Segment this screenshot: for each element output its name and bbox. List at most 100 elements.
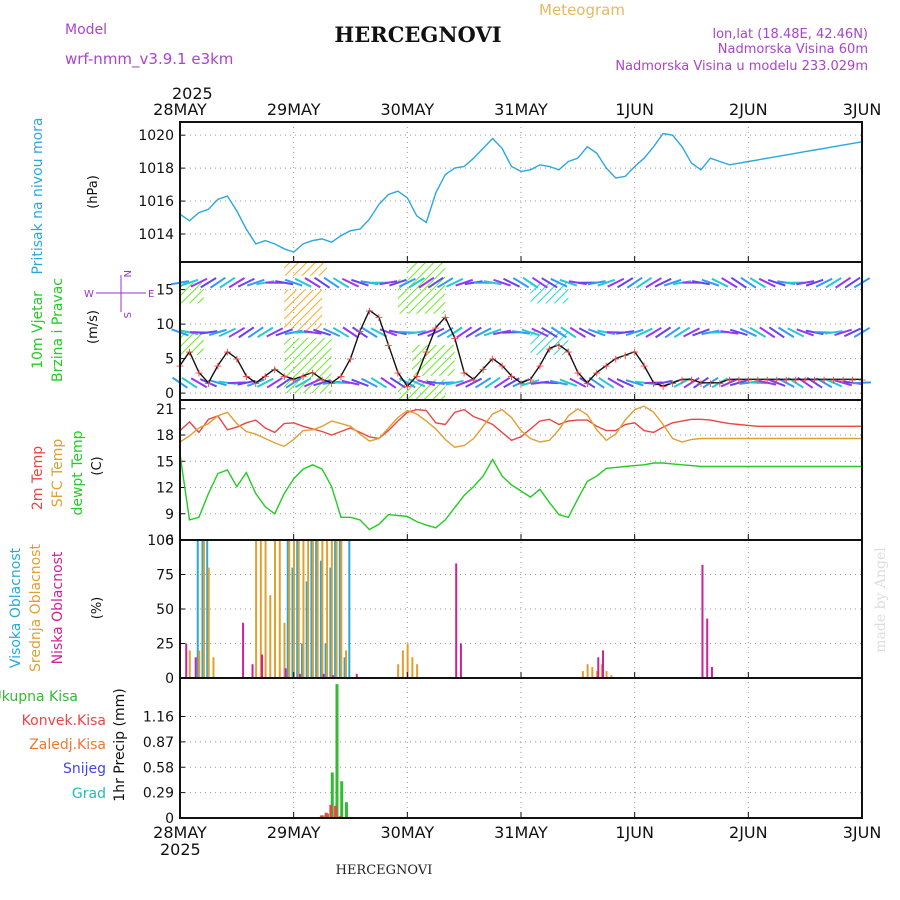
wind-speed-marker: + (687, 373, 696, 386)
wind-barb (541, 326, 558, 338)
wind-barb (275, 328, 293, 337)
precip-bar-konvek (329, 804, 333, 818)
wind-ylabel-bottom: Brzina i Pravac (50, 278, 66, 382)
wind-barb (370, 377, 388, 389)
wind-barb (180, 278, 199, 287)
wind-barb (380, 376, 397, 389)
wind-hatch-zone (284, 262, 327, 276)
clouds-bar-high_cloud (334, 540, 337, 678)
low-cloud-ylabel: Niska Oblacnost (50, 551, 66, 664)
y-tick-label: 1.16 (143, 710, 174, 726)
wind-barb (711, 277, 729, 288)
y-tick-label: 100 (147, 533, 174, 549)
wind-speed-marker: + (204, 377, 213, 390)
y-tick-label: 1014 (138, 227, 174, 243)
wind-barb (655, 326, 672, 339)
wind-barb (626, 276, 643, 289)
wind-barb (180, 329, 199, 336)
clouds-bar-low_cloud (706, 618, 709, 678)
wind-speed-marker: + (441, 311, 450, 324)
y-tick-label: 21 (156, 402, 174, 418)
dewpt-ylabel: dewpt Temp (70, 430, 86, 515)
clouds-bar-low_cloud (242, 622, 245, 678)
wind-barb (209, 276, 226, 289)
wind-barb (588, 376, 605, 389)
wind-barb (342, 326, 359, 339)
y-tick-label: 0.58 (143, 760, 174, 776)
clouds-bar-high_cloud (296, 540, 299, 678)
precip-bar-ukupna (335, 684, 339, 818)
clouds-bar-mid_cloud (406, 643, 409, 678)
clouds-bar-high_cloud (201, 540, 204, 678)
wind-barb (446, 277, 464, 288)
high-cloud-ylabel: Visoka Oblacnost (8, 547, 24, 668)
wind-barb (456, 326, 473, 339)
precip-bar-konvek (334, 805, 338, 818)
plot-layer: 28MAY 28MAY 29MAY 29MAY 30MAY 30MAY 31MAY 31MAY… (138, 100, 881, 842)
clouds-bar-low_cloud (194, 657, 197, 678)
clouds-bar-mid_cloud (326, 540, 329, 678)
temp2m-ylabel: 2m Temp (30, 446, 46, 510)
wind-speed-marker: + (317, 373, 326, 386)
clouds-bar-low_cloud (355, 673, 358, 678)
wind-barb (237, 277, 255, 288)
compass-w-label: W (84, 289, 94, 300)
clouds-bar-mid_cloud (311, 540, 314, 678)
wind-speed-marker: + (611, 353, 620, 366)
wind-barb (740, 276, 757, 289)
wind-barb (361, 377, 378, 388)
y-tick-label: 1018 (138, 161, 174, 177)
precip-unit: 1hr Precip (mm) (112, 688, 128, 801)
clouds-bar-low_cloud (322, 673, 325, 678)
wind-barb (455, 278, 474, 287)
wind-speed-marker: + (469, 373, 478, 386)
wind-speed-marker: + (545, 342, 554, 355)
legend-grad: Grad (72, 786, 106, 802)
pressure-ylabel: Pritisak na nivou mora (30, 117, 46, 274)
wind-barb (389, 278, 407, 287)
wind-barb (701, 278, 720, 287)
wind-barb (843, 327, 862, 338)
wind-barb (739, 327, 757, 338)
clouds-bar-mid_cloud (283, 622, 286, 678)
wind-speed-marker: + (526, 373, 535, 386)
wind-barb (749, 277, 767, 289)
wind-barb (598, 376, 615, 389)
y-tick-label: 0 (165, 811, 174, 827)
wind-speed-marker: + (801, 373, 810, 386)
wind-barb (767, 378, 786, 387)
clouds-bar-high_cloud (348, 540, 351, 678)
wind-speed-marker: + (280, 370, 289, 383)
clouds-bar-mid_cloud (259, 540, 262, 678)
wind-speed-marker: + (621, 349, 630, 362)
clouds-bar-mid_cloud (610, 675, 613, 678)
wind-barb (730, 276, 747, 289)
wind-speed-marker: + (583, 377, 592, 390)
wind-barb (484, 376, 501, 389)
wind-barb (219, 276, 236, 289)
wind-barb (531, 327, 549, 338)
wind-speed-marker: + (602, 360, 611, 373)
wind-barb (636, 276, 653, 289)
wind-barb (541, 277, 558, 289)
wind-speed-marker: + (820, 373, 829, 386)
wind-barb (597, 278, 616, 287)
wind-barb (796, 280, 815, 286)
legend-snijeg: Snijeg (63, 761, 106, 777)
wind-barb (758, 277, 776, 288)
day-label-bottom: 31MAY (494, 823, 548, 842)
clouds-bar-high_cloud (329, 567, 332, 678)
clouds-bar-mid_cloud (600, 664, 603, 678)
clouds-bar-mid_cloud (411, 657, 414, 678)
wind-barb (294, 277, 312, 288)
wind-hatch-zone (180, 331, 204, 356)
wind-speed-marker: + (261, 370, 270, 383)
clouds-bar-mid_cloud (274, 540, 277, 678)
year-bottom: 2025 (160, 840, 201, 859)
wind-barb (332, 326, 350, 338)
wind-barb (720, 378, 739, 388)
clouds-bar-mid_cloud (586, 664, 589, 678)
day-label-top: 29MAY (267, 100, 321, 119)
wind-barb (474, 327, 492, 338)
day-label-top: 1JUN (615, 100, 654, 119)
